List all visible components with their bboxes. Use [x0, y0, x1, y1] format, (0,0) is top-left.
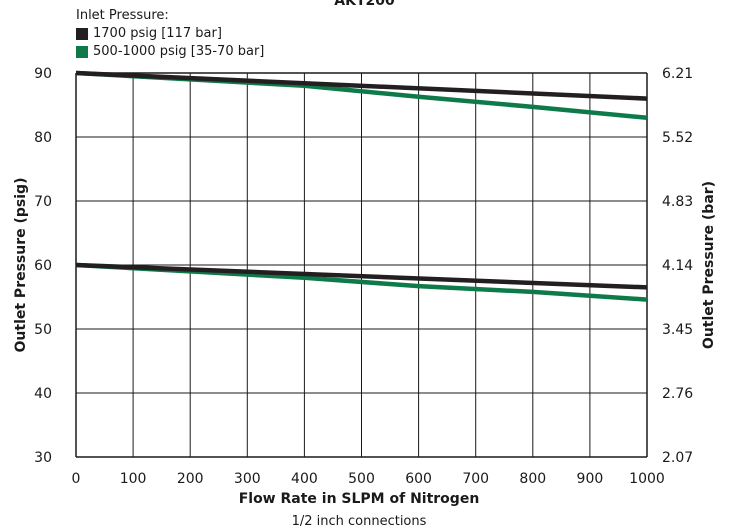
series-lines	[75, 70, 648, 302]
legend-swatch-black	[76, 28, 88, 40]
y2-tick-label: 2.07	[662, 450, 693, 466]
x-tick-label: 900	[577, 471, 604, 487]
series-line-2	[75, 262, 648, 290]
x-tick-label: 800	[519, 471, 546, 487]
y-axis-title: Outlet Pressure (psig)	[13, 178, 29, 353]
legend-label-1700: 1700 psig [117 bar]	[93, 26, 222, 41]
y2-tick-label: 2.76	[662, 386, 693, 402]
legend-title: Inlet Pressure:	[76, 8, 169, 23]
x-axis-title: Flow Rate in SLPM of Nitrogen	[239, 491, 480, 507]
legend-item-500-1000: 500-1000 psig [35-70 bar]	[76, 43, 264, 61]
x-tick-label: 700	[462, 471, 489, 487]
y2-tick-label: 4.83	[662, 194, 693, 210]
y2-tick-label: 4.14	[662, 258, 693, 274]
x-tick-labels: 0 100 200 300 400 500 600 700 800 900 1000	[72, 471, 665, 487]
y-tick-labels: 30 40 50 60 70 80 90	[34, 66, 52, 466]
y-tick-label: 70	[34, 194, 52, 210]
x-tick-label: 1000	[629, 471, 665, 487]
y-tick-label: 50	[34, 322, 52, 338]
legend-label-500-1000: 500-1000 psig [35-70 bar]	[93, 44, 265, 59]
x-tick-label: 0	[72, 471, 81, 487]
x-tick-label: 400	[291, 471, 318, 487]
x-tick-label: 300	[234, 471, 261, 487]
y2-tick-label: 6.21	[662, 66, 693, 82]
y2-tick-labels: 2.07 2.76 3.45 4.14 4.83 5.52 6.21	[662, 66, 693, 466]
x-tick-label: 600	[405, 471, 432, 487]
grid	[75, 72, 648, 458]
y-tick-label: 30	[34, 450, 52, 466]
chart-title: AKT200	[334, 0, 395, 9]
x-tick-label: 500	[348, 471, 375, 487]
y-tick-label: 80	[34, 130, 52, 146]
legend: Inlet Pressure: 1700 psig [117 bar] 500-…	[76, 7, 264, 61]
legend-swatch-green	[76, 46, 88, 58]
y2-tick-label: 5.52	[662, 130, 693, 146]
y-tick-label: 60	[34, 258, 52, 274]
y2-axis-title: Outlet Pressure (bar)	[701, 181, 717, 349]
x-axis-note: 1/2 inch connections	[292, 514, 427, 529]
series-line-0	[75, 70, 648, 101]
x-tick-label: 200	[177, 471, 204, 487]
y-tick-label: 90	[34, 66, 52, 82]
y2-tick-label: 3.45	[662, 322, 693, 338]
x-tick-label: 100	[120, 471, 147, 487]
y-tick-label: 40	[34, 386, 52, 402]
legend-item-1700: 1700 psig [117 bar]	[76, 25, 264, 43]
